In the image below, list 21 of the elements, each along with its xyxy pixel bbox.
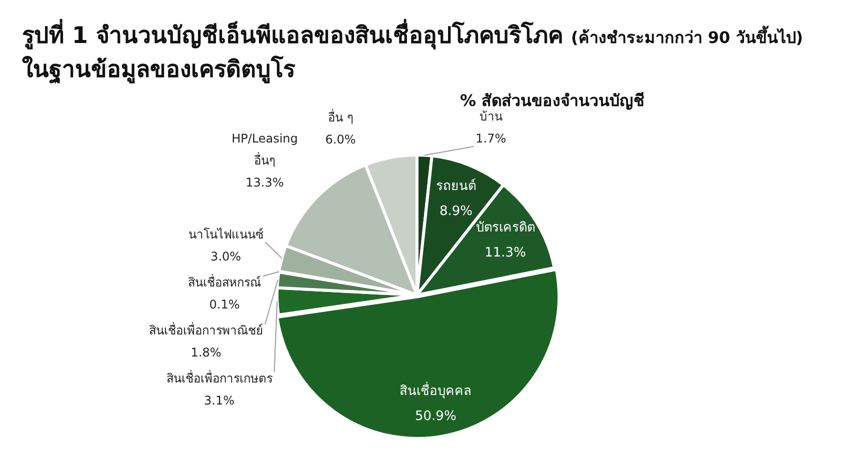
slice-label: สินเชื่อบุคคล	[400, 382, 472, 399]
data-label: 6.0%	[325, 132, 356, 147]
slice-label: บัตรเครดิต	[476, 220, 535, 236]
data-label: 3.1%	[204, 393, 235, 408]
data-label: 1.8%	[190, 345, 222, 360]
data-label: 11.3%	[484, 246, 526, 261]
slice-label: รถยนต์	[436, 178, 476, 194]
slice-label: บ้าน	[479, 110, 502, 124]
data-label: 3.0%	[210, 249, 242, 264]
slice-label: อื่น ๆ	[328, 108, 353, 125]
chart-subtitle: % สัดส่วนของจำนวนบัญชี	[460, 91, 645, 110]
data-label: 1.7%	[476, 132, 506, 146]
slice-label: HP/Leasing อื่นๆ	[232, 131, 298, 168]
data-label: 8.9%	[439, 204, 473, 219]
data-label: 13.3%	[246, 175, 284, 190]
slice-label: สินเชื่อสหกรณ์	[188, 273, 261, 290]
slice-label: สินเชื่อเพื่อการเกษตร	[166, 369, 274, 386]
slice-label: นาโนไฟแนนซ์	[188, 227, 264, 242]
slice-label: สินเชื่อเพื่อการพาณิชย์	[149, 321, 264, 338]
data-label: 0.1%	[209, 297, 240, 312]
data-label: 50.9%	[415, 408, 456, 424]
